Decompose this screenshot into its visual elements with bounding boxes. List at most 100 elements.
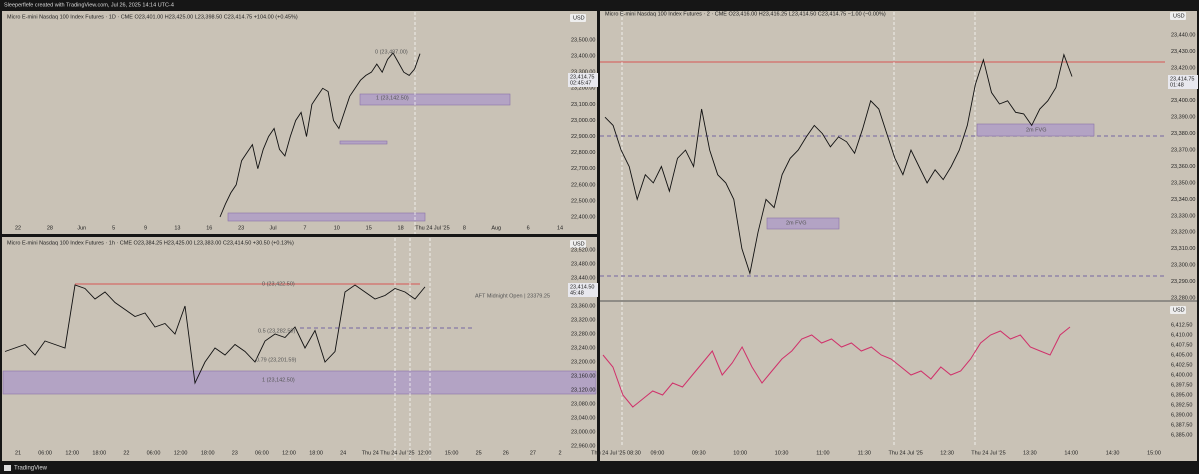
countdown: 45:48 xyxy=(570,290,584,296)
y-axis-label: 6,395.00 xyxy=(1171,392,1192,398)
y-axis-label: 22,400.00 xyxy=(571,214,595,220)
annotation: 0 (23,487.00) xyxy=(375,49,408,55)
x-axis-label: 8 xyxy=(463,225,466,231)
y-axis-label: 23,350.00 xyxy=(1171,180,1195,186)
y-axis-label: 23,340.00 xyxy=(1171,197,1195,203)
y-axis-label: 23,240.00 xyxy=(571,345,595,351)
panel-bg xyxy=(2,237,597,461)
x-axis-label: Thu 24 Jul '25 xyxy=(971,450,1005,456)
price-line xyxy=(219,52,421,218)
annotation: 0 (23,422.50) xyxy=(262,281,295,287)
y-axis-label: 23,400.00 xyxy=(571,54,595,60)
y-axis-label: 23,310.00 xyxy=(1171,246,1195,252)
y-axis-label: 22,700.00 xyxy=(571,166,595,172)
x-axis-label: 13 xyxy=(174,225,180,231)
annotation: AFT Midnight Open | 23379.25 xyxy=(475,293,550,299)
x-axis-label: 23 xyxy=(238,225,244,231)
indicator-line xyxy=(602,326,1071,408)
y-axis-label: 22,800.00 xyxy=(571,150,595,156)
price-tag: 23,414.50 xyxy=(570,284,594,290)
x-axis-label: 6 xyxy=(527,225,530,231)
y-axis-label: 23,520.00 xyxy=(571,247,595,253)
x-axis-label: Thu 24 Jul '25 xyxy=(415,225,449,231)
x-axis-label: 18:00 xyxy=(201,450,215,456)
y-axis-label: 23,320.00 xyxy=(571,317,595,323)
x-axis-label: 22 xyxy=(123,450,129,456)
y-axis-label: 23,000.00 xyxy=(571,118,595,124)
y-axis-label: 22,900.00 xyxy=(571,134,595,140)
brand-logo xyxy=(4,465,11,471)
panel-bg xyxy=(600,11,1197,461)
x-axis-label: 25 xyxy=(476,450,482,456)
currency-badge xyxy=(1170,12,1186,20)
x-axis-label: 10 xyxy=(334,225,340,231)
x-axis-label: 11:00 xyxy=(816,450,829,456)
price-tag-bg xyxy=(1168,75,1198,89)
y-axis-label: 23,100.00 xyxy=(571,102,595,108)
countdown: 02:45:47 xyxy=(570,80,591,86)
y-axis-label: 23,200.00 xyxy=(571,86,595,92)
annotation: 0.79 (23,201.59) xyxy=(256,357,297,363)
annotation: 2m FVG xyxy=(786,220,806,226)
currency: USD xyxy=(1173,13,1185,19)
x-axis-label: 27 xyxy=(530,450,536,456)
y-axis-label: 23,360.00 xyxy=(571,303,595,309)
x-axis-label: 18 xyxy=(398,225,404,231)
x-axis-label: 14 xyxy=(557,225,563,231)
x-axis-label: Thu 24 Jul '25 08:30 xyxy=(591,450,641,456)
panel-title: Micro E-mini Nasdaq 100 Index Futures · … xyxy=(7,240,294,246)
x-axis-label: 9 xyxy=(144,225,147,231)
x-axis-label: 09:00 xyxy=(651,450,665,456)
annotation: 2m FVG xyxy=(1026,127,1046,133)
x-axis-label: 18:00 xyxy=(92,450,106,456)
x-axis-label: 12:00 xyxy=(282,450,296,456)
x-axis-label: 06:00 xyxy=(38,450,52,456)
y-axis-label: 23,480.00 xyxy=(571,261,595,267)
y-axis-label: 22,600.00 xyxy=(571,182,595,188)
price-tag-bg xyxy=(568,283,598,297)
x-axis-label: Thu 24 Jul '25 xyxy=(380,450,414,456)
panel-bg xyxy=(2,11,597,234)
countdown: 01:48 xyxy=(1170,82,1184,88)
y-axis-label: 23,330.00 xyxy=(1171,213,1195,219)
y-axis-label: 22,500.00 xyxy=(571,198,595,204)
y-axis-label: 6,402.50 xyxy=(1171,362,1192,368)
currency-badge xyxy=(570,240,586,248)
fvg-box xyxy=(227,212,426,222)
y-axis-label: 6,390.00 xyxy=(1171,412,1192,418)
y-axis-label: 23,500.00 xyxy=(571,37,595,43)
x-axis-label: Aug xyxy=(491,225,501,231)
y-axis-label: 23,440.00 xyxy=(571,275,595,281)
price-tag-bg xyxy=(568,73,598,87)
y-axis-label: 6,407.50 xyxy=(1171,342,1192,348)
y-axis-label: 23,160.00 xyxy=(571,373,595,379)
fvg-box xyxy=(2,370,597,395)
x-axis-label: 13:30 xyxy=(1023,450,1037,456)
annotation: 1 (23,142.50) xyxy=(376,95,409,101)
y-axis-label: 23,300.00 xyxy=(571,70,595,76)
price-line xyxy=(4,284,426,385)
y-axis-label: 23,300.00 xyxy=(1171,263,1195,269)
x-axis-label: Jun xyxy=(77,225,86,231)
y-axis-label: 23,360.00 xyxy=(1171,164,1195,170)
y-axis-label: 23,440.00 xyxy=(1171,32,1195,38)
x-axis-label: 26 xyxy=(503,450,509,456)
x-axis-label: 14:30 xyxy=(1106,450,1120,456)
x-axis-label: Thu 24 Jul '25 xyxy=(888,450,922,456)
x-axis-label: 06:00 xyxy=(147,450,161,456)
x-axis-label: 24 xyxy=(340,450,346,456)
currency: USD xyxy=(1173,307,1185,313)
currency-badge xyxy=(570,14,586,22)
y-axis-label: 6,412.50 xyxy=(1171,322,1192,328)
price-line xyxy=(604,53,1073,276)
x-axis-label: 12:00 xyxy=(418,450,432,456)
panel-title: Micro E-mini Nasdaq 100 Index Futures · … xyxy=(605,11,886,17)
x-axis-label: 5 xyxy=(112,225,115,231)
panel-title: Micro E-mini Nasdaq 100 Index Futures · … xyxy=(7,14,298,20)
y-axis-label: 23,280.00 xyxy=(1171,295,1195,301)
y-axis-label: 6,400.00 xyxy=(1171,372,1192,378)
x-axis-label: 22 xyxy=(15,225,21,231)
brand: TradingView xyxy=(14,466,48,472)
y-axis-label: 23,040.00 xyxy=(571,415,595,421)
x-axis-label: 06:00 xyxy=(255,450,269,456)
